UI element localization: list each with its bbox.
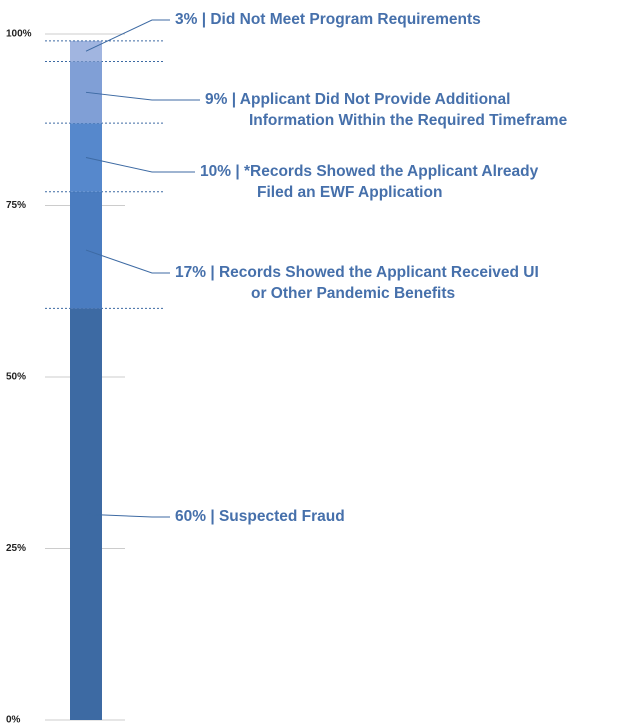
y-tick-label: 0% xyxy=(6,715,21,726)
y-tick-label: 75% xyxy=(6,200,26,211)
y-tick-label: 25% xyxy=(6,543,26,554)
leader-line xyxy=(85,156,195,173)
segment-label: 10% | *Records Showed the Applicant Alre… xyxy=(200,163,539,201)
y-tick-label: 50% xyxy=(6,372,26,383)
leader-line xyxy=(85,19,170,52)
leader-line xyxy=(85,249,170,274)
leader-line xyxy=(85,513,170,518)
segment-label: 3% | Did Not Meet Program Requirements xyxy=(175,11,481,28)
segment-label: 17% | Records Showed the Applicant Recei… xyxy=(175,264,539,302)
segment-label: 9% | Applicant Did Not Provide Additiona… xyxy=(205,91,568,129)
y-tick-label: 100% xyxy=(6,29,32,40)
leader-line xyxy=(85,91,200,101)
segment-label: 60% | Suspected Fraud xyxy=(175,508,345,525)
